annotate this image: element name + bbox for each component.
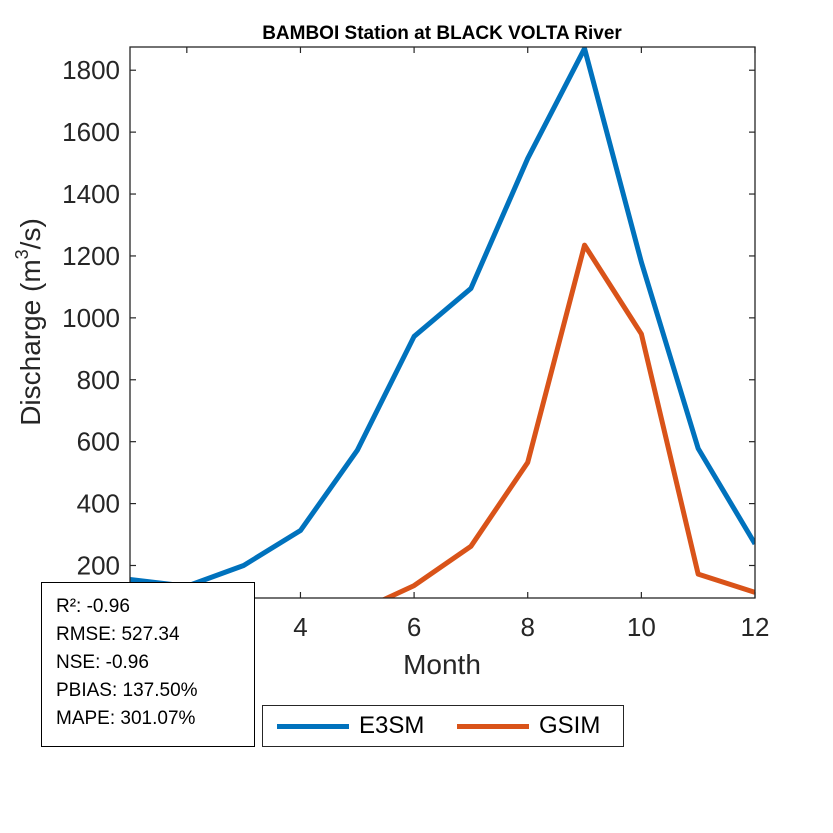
- chart-title: BAMBOI Station at BLACK VOLTA River: [262, 23, 622, 44]
- y-tick-label-1400: 1400: [62, 179, 120, 209]
- x-tick-label-4: 4: [293, 612, 307, 642]
- legend-swatch-gsim: [457, 723, 529, 729]
- y-tick-label-200: 200: [77, 550, 120, 580]
- tick-layer: 2468101220040060080010001200140016001800: [62, 47, 769, 642]
- x-tick-label-6: 6: [407, 612, 421, 642]
- y-tick-label-600: 600: [77, 427, 120, 457]
- y-axis-label-superscript: 3: [12, 249, 32, 259]
- y-tick-label-1200: 1200: [62, 241, 120, 271]
- y-axis-label-main: Discharge (m: [15, 259, 46, 425]
- y-axis-label-unit: /s): [15, 218, 46, 249]
- y-tick-label-400: 400: [77, 489, 120, 519]
- y-tick-label-1600: 1600: [62, 117, 120, 147]
- series-layer: [130, 47, 755, 598]
- legend-item-e3sm: E3SM: [277, 706, 424, 746]
- series-line-gsim: [381, 242, 755, 598]
- stats-box: R²: -0.96 RMSE: 527.34 NSE: -0.96 PBIAS:…: [41, 582, 255, 747]
- legend-label-gsim: GSIM: [539, 712, 601, 739]
- series-line-e3sm: [130, 47, 755, 589]
- stat-nse: NSE: -0.96: [56, 652, 149, 673]
- plot-frame: [129, 46, 756, 599]
- stat-pbias: PBIAS: 137.50%: [56, 680, 198, 701]
- legend-item-gsim: GSIM: [457, 706, 600, 746]
- stat-mape: MAPE: 301.07%: [56, 708, 196, 729]
- y-tick-label-1800: 1800: [62, 55, 120, 85]
- x-axis-label: Month: [403, 649, 481, 680]
- x-tick-label-10: 10: [627, 612, 656, 642]
- x-tick-label-12: 12: [741, 612, 770, 642]
- legend-swatch-e3sm: [277, 723, 349, 729]
- stat-r2: R²: -0.96: [56, 596, 130, 617]
- y-tick-label-800: 800: [77, 365, 120, 395]
- x-tick-label-8: 8: [520, 612, 534, 642]
- legend: E3SM GSIM: [262, 705, 624, 747]
- legend-label-e3sm: E3SM: [359, 712, 425, 739]
- y-axis-label: Discharge (m3/s): [12, 218, 46, 426]
- stat-rmse: RMSE: 527.34: [56, 624, 180, 645]
- y-tick-label-1000: 1000: [62, 303, 120, 333]
